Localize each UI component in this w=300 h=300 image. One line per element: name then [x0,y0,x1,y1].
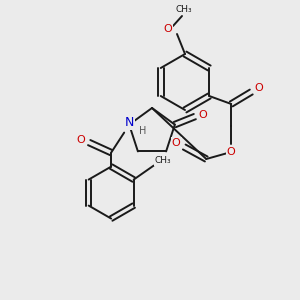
Text: O: O [255,83,264,93]
Text: O: O [77,135,85,145]
Text: CH₃: CH₃ [154,156,171,165]
Text: O: O [199,110,207,120]
Text: O: O [172,138,181,148]
Text: O: O [164,24,172,34]
Text: O: O [227,147,236,157]
Text: CH₃: CH₃ [176,4,192,14]
Text: N: N [124,116,134,129]
Text: H: H [140,126,147,136]
